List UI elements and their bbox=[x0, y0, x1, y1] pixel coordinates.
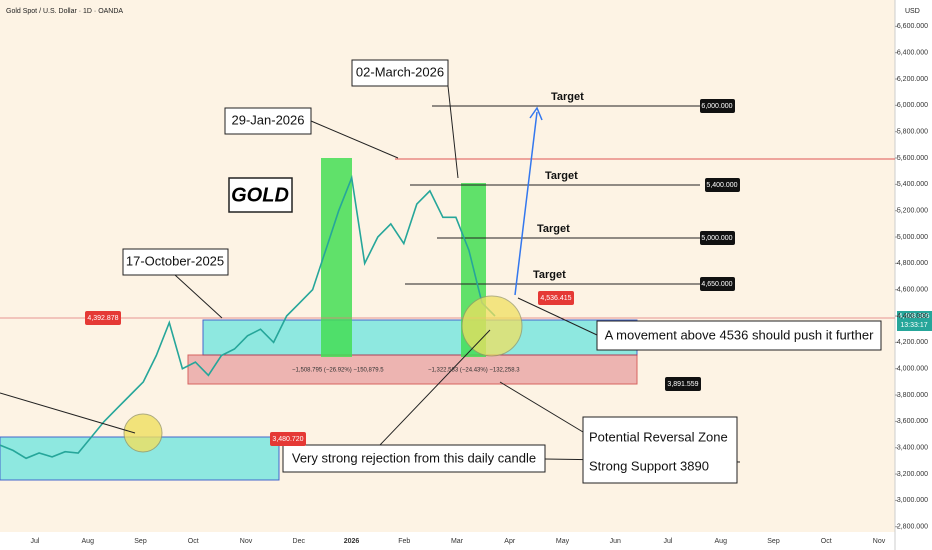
time-axis-bg bbox=[0, 532, 895, 550]
price-tag bbox=[700, 99, 735, 113]
projection-arrow bbox=[514, 106, 543, 296]
price-tag bbox=[270, 432, 306, 446]
x-tick-label: Apr bbox=[504, 538, 516, 545]
callout-box bbox=[351, 59, 449, 87]
highlight-circle bbox=[461, 295, 523, 357]
target-label: Target bbox=[545, 170, 578, 182]
x-tick-label: Aug bbox=[82, 538, 95, 545]
price-tag-text: 4,536.415 bbox=[540, 295, 571, 302]
x-tick-label: Mar bbox=[451, 538, 464, 545]
x-tick-label: Sep bbox=[134, 538, 147, 545]
callout-box bbox=[282, 444, 546, 473]
y-tick-label: 5,800.000 bbox=[897, 129, 928, 136]
y-tick-label: 3,000.000 bbox=[897, 497, 928, 504]
y-tick-label: 4,800.000 bbox=[897, 260, 928, 267]
price-tag bbox=[700, 231, 735, 245]
price-tag bbox=[665, 377, 701, 391]
header-title: Gold Spot / U.S. Dollar · 1D · OANDA bbox=[6, 8, 123, 15]
pointer bbox=[0, 85, 741, 463]
y-tick-label: 5,200.000 bbox=[897, 208, 928, 215]
price-tag-text: 5,400.000 bbox=[706, 182, 737, 189]
x-tick-label: Aug bbox=[715, 538, 728, 545]
title-box bbox=[228, 177, 293, 213]
y-tick-label: 2,800.000 bbox=[897, 524, 928, 531]
x-tick-label: Dec bbox=[293, 538, 306, 545]
y-tick-label: 4,600.000 bbox=[897, 287, 928, 294]
callout-box bbox=[122, 248, 229, 276]
y-tick-label: 6,400.000 bbox=[897, 50, 928, 57]
y-tick-label: 3,400.000 bbox=[897, 445, 928, 452]
target-label: Target bbox=[533, 269, 566, 281]
price-tag bbox=[700, 277, 735, 291]
callout: 29-Jan-2026 bbox=[232, 112, 305, 127]
chart-title: GOLD bbox=[231, 184, 289, 206]
y-tick-label: 3,200.000 bbox=[897, 471, 928, 478]
x-tick-label: Jul bbox=[31, 538, 40, 545]
price-tag-text: 6,000.000 bbox=[701, 103, 732, 110]
price-line bbox=[0, 174, 496, 460]
callout: A movement above 4536 should push it fur… bbox=[605, 327, 875, 342]
y-tick-label: 6,600.000 bbox=[897, 23, 928, 30]
x-tick-label: Jun bbox=[610, 538, 621, 545]
reversal-zone bbox=[187, 354, 638, 385]
callout: 17-October-2025 bbox=[126, 253, 224, 268]
target-label: Target bbox=[551, 91, 584, 103]
price-tag-text: 3,480.720 bbox=[272, 436, 303, 443]
x-tick-label: 2026 bbox=[344, 538, 360, 545]
current-price: 4,408.385 bbox=[898, 313, 929, 320]
price-tag-text: 4,392.878 bbox=[87, 315, 118, 322]
y-tick-label: 5,600.000 bbox=[897, 155, 928, 162]
x-tick-label: Nov bbox=[240, 538, 253, 545]
y-tick-label: 6,000.000 bbox=[897, 102, 928, 109]
countdown: 13:33:17 bbox=[900, 322, 927, 329]
y-tick-label: 3,800.000 bbox=[897, 392, 928, 399]
y-tick-label: 5,400.000 bbox=[897, 181, 928, 188]
callout: Potential Reversal Zone bbox=[589, 429, 728, 444]
y-tick-label: 6,200.000 bbox=[897, 76, 928, 83]
price-tag bbox=[705, 178, 740, 192]
measure: −1,322.583 (−24.43%) −132,258.3 bbox=[428, 368, 520, 374]
measure: −1,508.795 (−26.92%) −150,879.5 bbox=[292, 368, 384, 374]
y-tick-label: 5,000.000 bbox=[897, 234, 928, 241]
callout-box bbox=[582, 416, 738, 484]
price-axis-bg bbox=[895, 0, 932, 550]
x-tick-label: Feb bbox=[398, 538, 410, 545]
current-price-tag bbox=[897, 311, 932, 331]
x-tick-label: Sep bbox=[767, 538, 780, 545]
currency: USD bbox=[905, 8, 920, 15]
x-tick-label: Oct bbox=[821, 538, 832, 545]
callout: 02-March-2026 bbox=[356, 64, 444, 79]
price-tag-text: 4,650.000 bbox=[701, 281, 732, 288]
y-tick-label: 4,000.000 bbox=[897, 366, 928, 373]
price-tag bbox=[538, 291, 574, 305]
price-tag-text: 5,000.000 bbox=[701, 235, 732, 242]
y-tick-label: 3,600.000 bbox=[897, 418, 928, 425]
price-tag-text: 3,891.559 bbox=[667, 381, 698, 388]
callout: Very strong rejection from this daily ca… bbox=[292, 450, 536, 465]
x-tick-label: Nov bbox=[873, 538, 886, 545]
y-tick-label: 4,400.000 bbox=[897, 313, 928, 320]
callout: Strong Support 3890 bbox=[589, 458, 709, 473]
highlight-circle bbox=[123, 413, 163, 453]
y-tick-label: 4,200.000 bbox=[897, 339, 928, 346]
x-tick-label: May bbox=[556, 538, 570, 545]
target-label: Target bbox=[537, 223, 570, 235]
x-tick-label: Jul bbox=[664, 538, 673, 545]
x-tick-label: Oct bbox=[188, 538, 199, 545]
callout-box bbox=[224, 107, 312, 135]
price-tag bbox=[85, 311, 121, 325]
callout-box bbox=[596, 320, 882, 351]
